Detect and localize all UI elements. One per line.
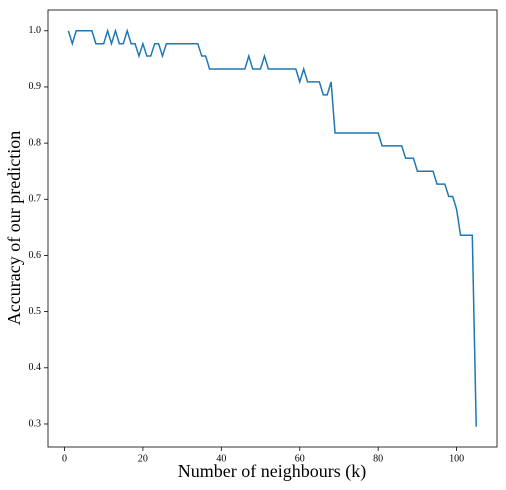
x-tick-label: 100 [449,453,464,464]
y-tick-label: 0.5 [29,306,42,317]
x-tick-label: 60 [295,453,305,464]
x-tick-label: 40 [216,453,226,464]
y-tick-label: 0.7 [29,194,42,205]
x-axis-label: Number of neighbours (k) [178,461,366,482]
y-tick-label: 0.4 [29,362,42,373]
y-tick-label: 0.8 [29,137,42,148]
data-line [67,28,477,427]
y-axis-label: Accuracy of our prediction [4,131,24,325]
x-tick-label: 20 [138,453,148,464]
y-tick-label: 1.0 [29,25,42,36]
plot-frame [47,9,498,448]
x-tick-label: 80 [373,453,383,464]
y-tick-label: 0.6 [29,250,42,261]
y-tick-label: 0.3 [29,418,42,429]
y-tick-label: 0.9 [29,81,42,92]
x-tick-label: 0 [62,453,67,464]
